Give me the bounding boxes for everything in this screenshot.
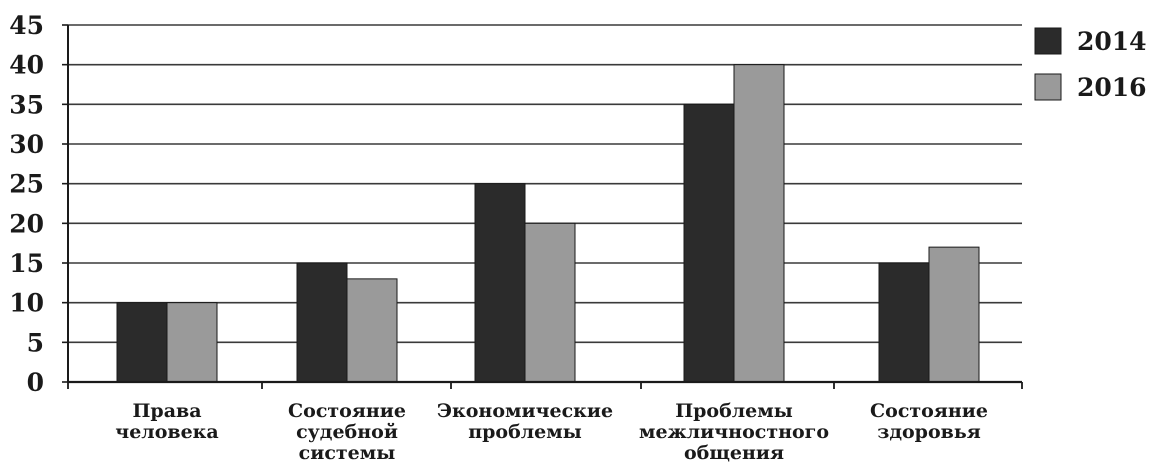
y-tick-label: 30 — [9, 130, 44, 159]
y-tick-label: 10 — [9, 289, 44, 318]
bar-2016-1 — [166, 302, 218, 383]
grid-lines — [68, 24, 1022, 344]
y-tick-label: 5 — [27, 328, 44, 357]
bar-2016-2 — [346, 278, 398, 383]
bars — [116, 64, 980, 383]
x-category-label: Экономические проблемы — [437, 400, 613, 443]
bar-2016-3 — [524, 222, 576, 383]
bar-2014-5 — [878, 262, 930, 383]
legend-swatch-2016 — [1034, 73, 1062, 101]
axes — [67, 25, 1023, 389]
x-axis-category-labels: Права человека Состояние судебной системы Эко… — [115, 400, 988, 464]
legend-swatch-2014 — [1034, 27, 1062, 55]
y-tick-label: 40 — [9, 51, 44, 80]
bar-2016-5 — [928, 246, 980, 383]
legend: 2014 2016 — [1034, 27, 1147, 102]
x-category-label: Права человека — [115, 400, 218, 443]
bar-2014-2 — [296, 262, 348, 383]
bar-2014-1 — [116, 302, 168, 383]
bar-2014-4 — [683, 103, 735, 383]
x-category-label: Состояние здоровья — [870, 400, 988, 443]
x-category-label: Состояние судебной системы — [288, 400, 406, 464]
y-tick-label: 45 — [9, 11, 44, 40]
y-tick-label: 25 — [9, 170, 44, 199]
legend-label-2016: 2016 — [1077, 73, 1147, 102]
legend-label-2014: 2014 — [1077, 27, 1147, 56]
y-axis-ticks: 0 5 10 15 20 25 30 35 40 45 — [9, 11, 68, 397]
bar-2016-4 — [733, 64, 785, 383]
y-tick-label: 15 — [9, 249, 44, 278]
y-tick-label: 0 — [27, 368, 44, 397]
y-tick-label: 35 — [9, 90, 44, 119]
x-category-label: Проблемы межличностного общения — [639, 400, 829, 464]
y-tick-label: 20 — [9, 209, 44, 238]
bar-2014-3 — [474, 183, 526, 383]
